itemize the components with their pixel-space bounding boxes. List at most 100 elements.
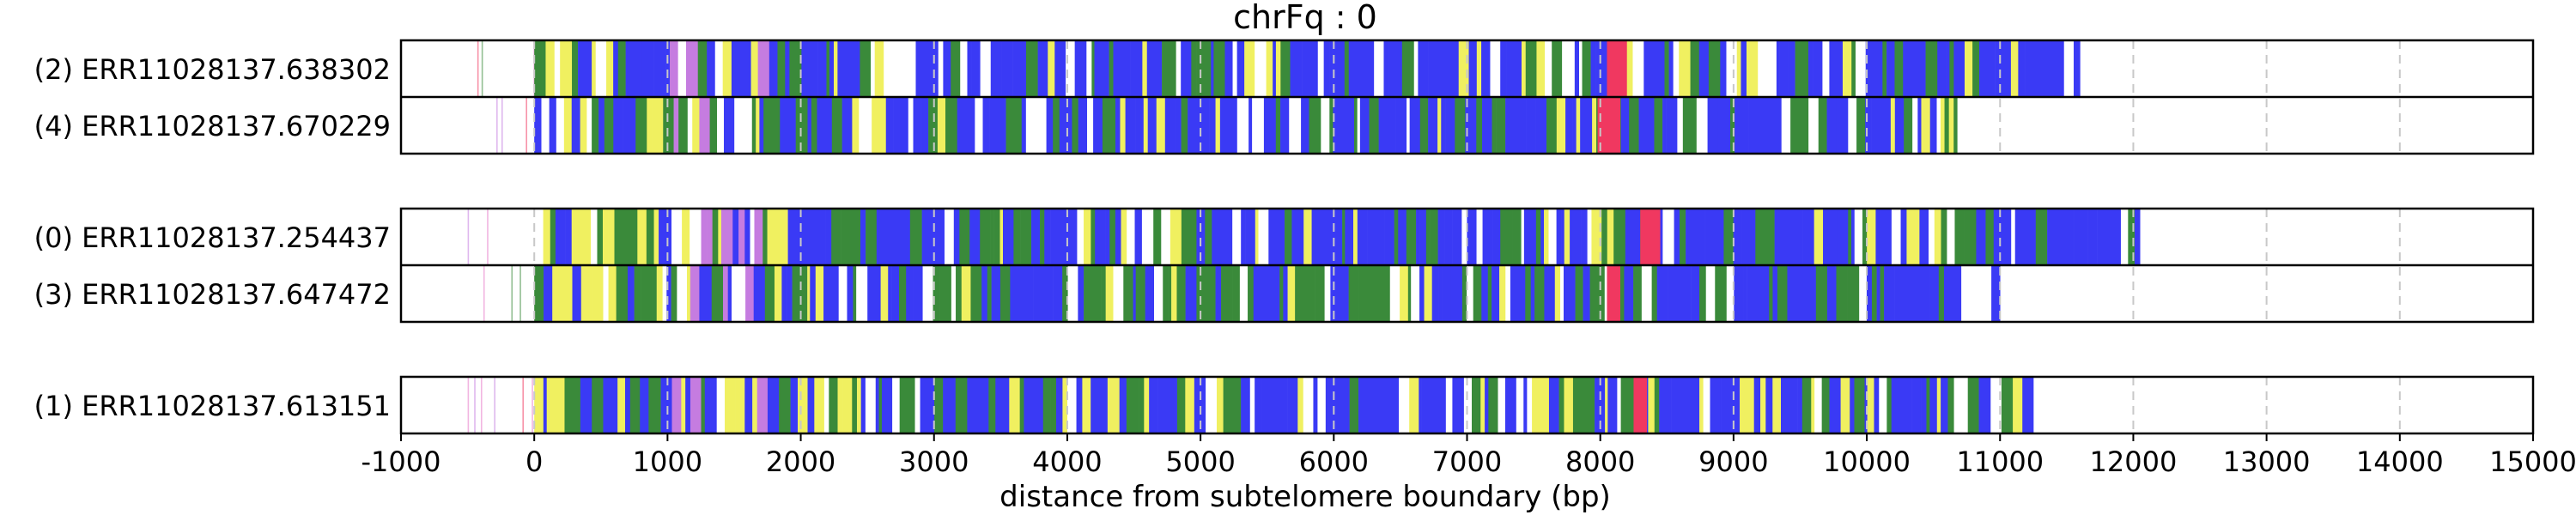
read-segment [1369, 97, 1379, 154]
read-segment [1461, 209, 1467, 265]
read-segment [1383, 40, 1389, 97]
read-segment [872, 97, 877, 154]
read-segment [1921, 377, 1927, 433]
read-row: (4) ERR11028137.670229 [34, 97, 1960, 154]
read-segment [1851, 40, 1856, 97]
read-segment [1476, 209, 1483, 265]
read-segment [1735, 97, 1740, 154]
read-segment [1364, 40, 1375, 97]
read-segment [1082, 377, 1091, 433]
read-segment [787, 265, 793, 322]
read-segment [1000, 377, 1010, 433]
read-segment [1747, 265, 1759, 322]
read-segment [580, 265, 593, 322]
read-segment [1860, 40, 1867, 97]
read-segment [1215, 209, 1222, 265]
read-segment [1527, 377, 1533, 433]
read-segment [704, 377, 710, 433]
read-segment [1726, 97, 1731, 154]
read-segment [1677, 97, 1684, 154]
read-segment [1290, 40, 1303, 97]
read-segment [1821, 377, 1830, 433]
read-segment [1655, 40, 1665, 97]
read-segment [543, 209, 551, 265]
read-segment [1252, 97, 1265, 154]
read-segment [690, 209, 693, 265]
read-segment [860, 40, 872, 97]
read-segment [1891, 377, 1899, 433]
read-segment [1917, 97, 1922, 154]
read-segment [1356, 40, 1360, 97]
read-segment [1898, 377, 1903, 433]
read-segment [1929, 40, 1938, 97]
read-highlight [1633, 377, 1648, 433]
read-segment [1280, 97, 1290, 154]
read-segment [991, 377, 996, 433]
read-segment [707, 209, 713, 265]
read-segment [1867, 377, 1874, 433]
read-segment [1421, 377, 1431, 433]
read-segment [779, 377, 791, 433]
read-segment [1638, 97, 1648, 154]
read-segment [1196, 209, 1206, 265]
read-segment [1287, 377, 1298, 433]
read-segment [1572, 97, 1577, 154]
read-segment [784, 97, 790, 154]
read-segment [767, 377, 774, 433]
read-segment [1938, 265, 1945, 322]
read-segment [1399, 377, 1410, 433]
read-segment [1953, 97, 1958, 154]
read-segment [2047, 209, 2057, 265]
read-segment [1255, 40, 1267, 97]
read-segment [1409, 377, 1419, 433]
read-segment [1743, 265, 1747, 322]
read-segment [1847, 265, 1860, 322]
read-segment [1617, 265, 1625, 322]
read-segment [991, 265, 1001, 322]
read-segment [1153, 209, 1162, 265]
read-segment [1525, 40, 1537, 97]
read-segment [556, 97, 565, 154]
read-segment [1944, 97, 1949, 154]
read-segment [1699, 377, 1704, 433]
read-segment [735, 377, 745, 433]
read-segment [2026, 209, 2037, 265]
read-segment [1388, 377, 1400, 433]
read-segment [823, 265, 827, 322]
read-segment [1268, 209, 1272, 265]
read-segment [1680, 265, 1692, 322]
read-segment [1979, 265, 1992, 322]
read-segment [757, 40, 770, 97]
read-segment [896, 40, 905, 97]
read-segment [1303, 265, 1315, 322]
read-segment [1926, 377, 1930, 433]
read-segment [2043, 40, 2053, 97]
read-segment [2120, 209, 2129, 265]
read-segment [1829, 40, 1838, 97]
read-segment [1132, 377, 1139, 433]
read-segment [699, 97, 710, 154]
read-segment [625, 40, 635, 97]
read-segment [1659, 377, 1672, 433]
read-segment [1303, 377, 1314, 433]
read-segment [807, 265, 811, 322]
read-segment [1921, 40, 1926, 97]
read-segment [1911, 40, 1922, 97]
read-segment [1013, 209, 1021, 265]
read-segment [1791, 377, 1798, 433]
read-segment [1249, 97, 1253, 154]
read-segment [1726, 40, 1738, 97]
read-segment [939, 265, 947, 322]
read-segment [1125, 97, 1136, 154]
read-segment [1181, 209, 1186, 265]
read-segment [501, 97, 503, 154]
read-segment [1607, 377, 1618, 433]
read-segment [1583, 265, 1588, 322]
read-segment [1147, 97, 1157, 154]
read-segment [1919, 209, 1923, 265]
read-segment [732, 209, 739, 265]
read-segment [874, 40, 884, 97]
read-segment [686, 265, 691, 322]
read-segment [1545, 40, 1552, 97]
